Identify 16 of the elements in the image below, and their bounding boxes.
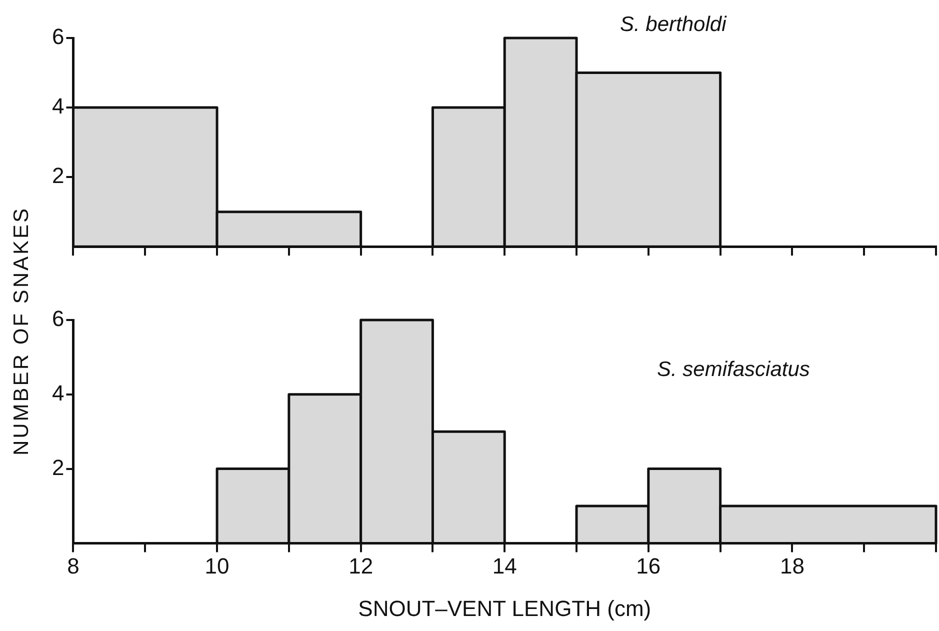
x-tick-label: 14 — [492, 553, 517, 578]
y-tick-label: 2 — [52, 163, 64, 188]
annotation: S. semifasciatus — [657, 358, 810, 381]
y-tick-label: 4 — [52, 94, 64, 119]
text: S. bertholdi — [620, 12, 728, 36]
y-tick-label: 6 — [52, 24, 64, 50]
y-axis-title: NUMBER OF SNAKES — [10, 206, 34, 456]
x-tick-label: 8 — [67, 553, 80, 578]
y-tick-label: 4 — [52, 380, 64, 406]
x-tick-label: 10 — [204, 553, 230, 578]
x-tick-label: 18 — [780, 553, 804, 578]
x-axis-title: SNOUT–VENT LENGTH (cm) — [358, 596, 652, 621]
y-tick-label: 6 — [52, 306, 64, 332]
y-tick-label: 2 — [52, 454, 64, 480]
x-tick-label: 12 — [348, 553, 374, 578]
x-tick-label: 16 — [636, 553, 661, 578]
